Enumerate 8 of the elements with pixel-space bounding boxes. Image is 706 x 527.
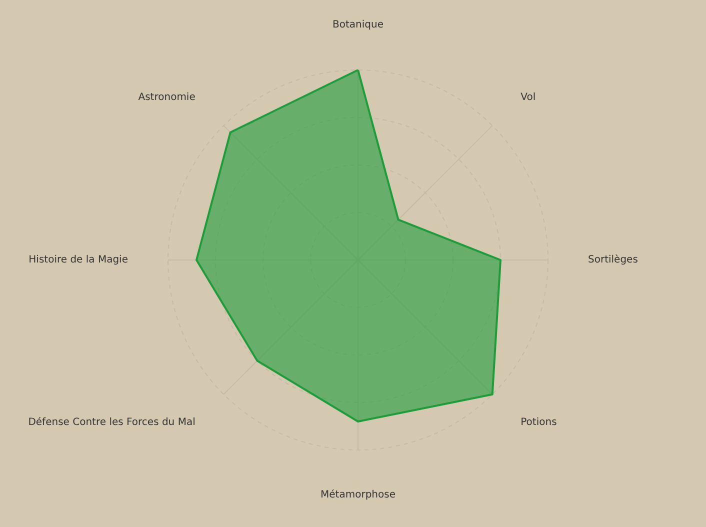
spoke-label: Astronomie xyxy=(138,92,196,103)
spoke-label: Potions xyxy=(520,417,557,428)
spoke-label: Sortilèges xyxy=(588,254,638,266)
spoke-label: Métamorphose xyxy=(320,490,396,500)
spoke-label: Botanique xyxy=(332,20,384,30)
spoke-label: Vol xyxy=(520,92,536,103)
spoke-label: Histoire de la Magie xyxy=(28,254,128,266)
spoke-label: Défense Contre les Forces du Mal xyxy=(28,417,196,428)
